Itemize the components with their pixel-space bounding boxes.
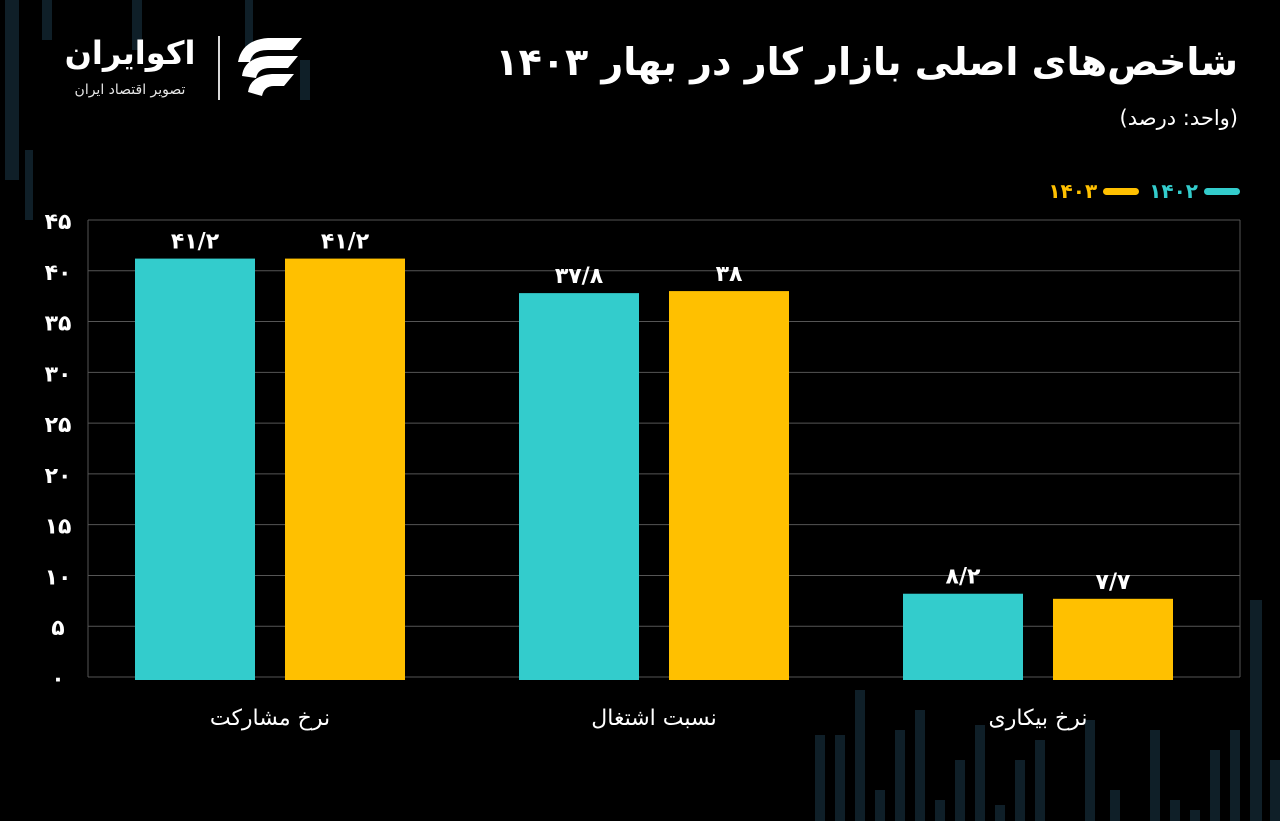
bar-1403 — [1053, 598, 1173, 680]
bar-value-label: ۴۱/۲ — [171, 230, 220, 255]
chart-subtitle: (واحد: درصد) — [1119, 106, 1238, 130]
background-decor-bar — [995, 805, 1005, 821]
background-decor-bar — [875, 790, 885, 821]
y-tick-label: ۲۰ — [45, 464, 72, 489]
background-decor-bar — [855, 690, 865, 821]
legend-label-1402: ۱۴۰۲ — [1149, 179, 1198, 203]
background-decor-bar — [1190, 810, 1200, 821]
brand-mark-icon — [238, 38, 302, 96]
x-category-label: نسبت اشتغال — [591, 706, 716, 731]
y-tick-label: ۳۵ — [45, 312, 72, 337]
background-decor-bar — [895, 730, 905, 821]
background-decor-bar — [1110, 790, 1120, 821]
background-decor-bar — [1035, 740, 1045, 821]
legend-item-1402: ۱۴۰۲ — [1149, 179, 1240, 203]
background-decor-bar — [245, 0, 253, 60]
bar-value-label: ۳۷/۸ — [555, 264, 604, 289]
y-tick-label: ۴۰ — [45, 261, 72, 286]
y-tick-label: ۴۵ — [45, 210, 72, 235]
background-decor-bar — [1170, 800, 1180, 821]
background-decor-bar — [935, 800, 945, 821]
bar-value-label: ۷/۷ — [1096, 570, 1131, 595]
bar-1403 — [669, 291, 789, 680]
background-decor-bar — [1250, 600, 1262, 821]
background-decor-bar — [300, 60, 310, 100]
bar-value-label: ۸/۲ — [946, 565, 981, 590]
bar-value-label: ۳۸ — [716, 262, 743, 287]
y-tick-label: ۵ — [51, 616, 64, 641]
legend-item-1403: ۱۴۰۳ — [1048, 179, 1140, 203]
y-tick-label: ۰ — [51, 667, 64, 692]
bar-value-label: ۴۱/۲ — [321, 230, 370, 255]
y-tick-label: ۳۰ — [45, 362, 72, 387]
background-decor-bar — [1210, 750, 1220, 821]
x-category-label: نرخ مشارکت — [210, 706, 330, 731]
background-decor-bar — [132, 0, 142, 50]
background-decor-bar — [5, 0, 19, 180]
background-decor-bar — [1230, 730, 1240, 821]
background-decor-bar — [835, 735, 845, 821]
bar-1403 — [285, 258, 405, 680]
background-decor-bar — [915, 710, 925, 821]
background-decor-bar — [1085, 720, 1095, 821]
y-tick-label: ۱۵ — [45, 515, 72, 540]
y-tick-label: ۲۵ — [45, 413, 72, 438]
bar-1402 — [135, 258, 255, 680]
brand-name: اکوایران — [64, 34, 196, 72]
background-decor-bar — [1015, 760, 1025, 821]
brand-logo: اکوایران تصویر اقتصاد ایران — [50, 30, 310, 110]
brand-tagline: تصویر اقتصاد ایران — [74, 82, 186, 98]
bar-1402 — [519, 293, 639, 680]
background-decor-bar — [975, 725, 985, 821]
logo-divider — [218, 36, 220, 100]
legend-swatch-1402 — [1204, 187, 1240, 195]
chart-legend: ۱۴۰۲ ۱۴۰۳ — [1048, 176, 1240, 206]
background-decor-bar — [42, 0, 52, 40]
legend-label-1403: ۱۴۰۳ — [1048, 179, 1098, 203]
background-decor-bar — [1270, 760, 1280, 821]
background-decor-bar — [1150, 730, 1160, 821]
background-decor-bar — [955, 760, 965, 821]
background-decor-bar — [25, 150, 33, 220]
legend-swatch-1403 — [1103, 187, 1140, 195]
y-tick-label: ۱۰ — [45, 565, 72, 590]
x-category-label: نرخ بیکاری — [989, 706, 1088, 731]
chart-title: شاخص‌های اصلی بازار کار در بهار ۱۴۰۳ — [495, 40, 1238, 84]
bar-1402 — [903, 593, 1023, 680]
background-decor-bar — [815, 735, 825, 821]
